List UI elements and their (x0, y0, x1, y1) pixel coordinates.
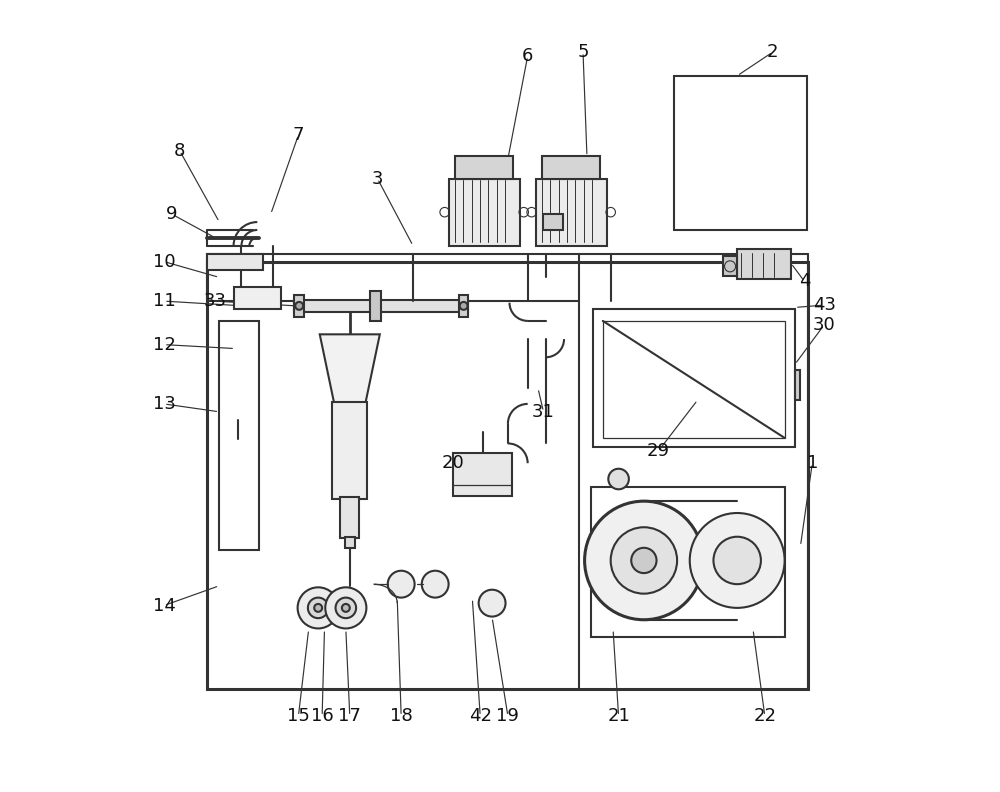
Text: 43: 43 (813, 296, 836, 314)
Text: 22: 22 (753, 707, 776, 725)
Text: 20: 20 (441, 454, 464, 472)
Text: 5: 5 (577, 43, 589, 61)
Circle shape (388, 571, 415, 598)
Text: 4: 4 (799, 272, 810, 291)
Circle shape (342, 604, 350, 612)
Text: 29: 29 (647, 443, 670, 460)
Text: 42: 42 (469, 707, 492, 725)
Text: 2: 2 (767, 43, 779, 61)
Text: 21: 21 (607, 707, 630, 725)
Text: 6: 6 (522, 47, 533, 65)
Bar (340, 497, 359, 539)
Circle shape (314, 604, 322, 612)
Bar (234, 287, 281, 309)
Bar (370, 291, 381, 321)
Bar (455, 157, 513, 178)
Circle shape (298, 588, 339, 628)
Circle shape (479, 590, 506, 617)
Circle shape (336, 598, 356, 619)
Text: 15: 15 (287, 707, 310, 725)
Circle shape (611, 527, 677, 594)
Text: 3: 3 (372, 169, 383, 188)
Text: 11: 11 (153, 292, 175, 310)
Circle shape (325, 588, 366, 628)
Text: 10: 10 (153, 253, 175, 271)
Bar (543, 214, 563, 230)
Text: 13: 13 (153, 395, 175, 413)
Bar (593, 309, 795, 447)
Bar (294, 295, 304, 317)
Circle shape (460, 302, 468, 310)
Circle shape (631, 548, 657, 573)
Bar (459, 295, 468, 317)
Text: 30: 30 (813, 316, 836, 334)
Text: 14: 14 (153, 596, 175, 615)
Polygon shape (320, 334, 380, 402)
Bar (542, 157, 600, 178)
Bar (449, 178, 520, 246)
Text: 31: 31 (532, 403, 555, 421)
Bar (453, 453, 512, 497)
Circle shape (585, 501, 703, 620)
Circle shape (295, 302, 303, 310)
Bar (674, 76, 807, 230)
Text: 12: 12 (153, 336, 175, 353)
Circle shape (713, 537, 761, 584)
Text: 33: 33 (204, 292, 227, 310)
Text: 8: 8 (174, 142, 185, 160)
Circle shape (422, 571, 449, 598)
Circle shape (608, 469, 629, 489)
Text: 18: 18 (390, 707, 413, 725)
Bar (536, 178, 607, 246)
Bar (207, 253, 579, 301)
Bar (294, 299, 468, 312)
Circle shape (690, 513, 785, 608)
Text: 16: 16 (311, 707, 333, 725)
Bar (332, 402, 367, 499)
Bar (207, 261, 808, 688)
Bar (219, 321, 259, 550)
Text: 17: 17 (338, 707, 361, 725)
Text: 7: 7 (293, 126, 304, 144)
Text: 1: 1 (807, 454, 818, 472)
Bar (591, 487, 785, 637)
Text: 19: 19 (496, 707, 519, 725)
Text: 9: 9 (166, 205, 178, 223)
Bar (207, 253, 263, 269)
Bar (723, 256, 737, 276)
Bar (795, 370, 800, 400)
Bar (345, 537, 355, 548)
Bar (603, 321, 785, 438)
Circle shape (308, 598, 328, 619)
Bar (737, 249, 791, 279)
